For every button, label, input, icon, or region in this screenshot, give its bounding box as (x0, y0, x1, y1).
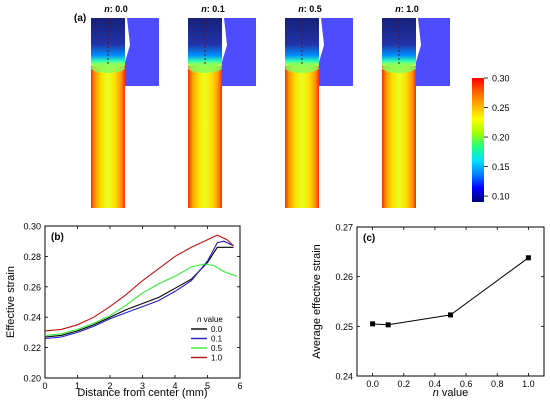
panel-label: (c) (363, 233, 375, 244)
extruded-bar (188, 66, 222, 208)
colorbar-scale (472, 78, 484, 202)
x-tick-label: 4 (172, 381, 177, 391)
n-symbol: n (104, 4, 110, 14)
y-tick-label: 0.27 (335, 223, 353, 233)
colorbar-tick-label: 0.15 (492, 162, 510, 172)
n-value: : 0.5 (304, 4, 322, 14)
panel-c-chart: 0.0 0.2 0.4 0.6 0.8 1.0 0.24 0.25 0.26 0.27 (c) n v… (311, 223, 545, 399)
x-axis-label-n: n (433, 387, 439, 399)
data-point-marker (385, 322, 391, 328)
simulation-2: n: 0.5 (285, 4, 353, 208)
series-line-n-0-0 (44, 246, 234, 338)
y-tick-label: 0.26 (23, 282, 41, 292)
n-value: : 0.1 (207, 4, 225, 14)
extruded-bar (285, 66, 319, 208)
series-line-n-0-1 (44, 240, 234, 340)
simulation-3: n: 1.0 (382, 4, 450, 208)
colorbar-tick-label: 0.20 (492, 133, 510, 143)
y-axis-label: Effective strain (5, 266, 17, 338)
extruded-bar (382, 66, 416, 208)
panel-b-chart: 0 1 2 3 4 5 6 0.20 0.22 0.24 0.26 0.28 0.30 (b) Distan… (5, 222, 243, 400)
y-axis-label: Average effective strain (311, 244, 323, 359)
x-tick-label: 0.4 (429, 379, 442, 389)
panel-a-label: (a) (74, 13, 86, 24)
x-tick-label: 0.0 (366, 379, 379, 389)
x-tick-label: 5 (205, 381, 210, 391)
simulation-n-label: n: 1.0 (395, 4, 419, 14)
plot-frame (356, 226, 545, 377)
series-line-n-1-0 (44, 234, 234, 332)
x-tick-label: 1 (75, 381, 80, 391)
legend-title: n value (197, 315, 223, 324)
side-die (222, 18, 256, 86)
panel-a-simulations: (a) n: 0.0 n: 0.1 n: 0.5 n: 1.0 0.300.250.2… (74, 4, 510, 208)
x-tick-label: 6 (237, 381, 242, 391)
deformation-zone (91, 63, 125, 73)
side-die (416, 18, 450, 86)
n-symbol: n (201, 4, 207, 14)
x-tick-label: 1.0 (522, 379, 535, 389)
deformation-zone (188, 63, 222, 73)
legend-entry: 0.1 (211, 335, 223, 344)
y-tick-label: 0.28 (23, 252, 41, 262)
y-tick-label: 0.24 (335, 372, 353, 382)
colorbar: 0.30 0.25 0.20 0.15 0.10 (472, 74, 510, 202)
legend-entry: 0.0 (211, 325, 223, 334)
x-axis-label: n value (433, 387, 468, 399)
x-tick-label: 3 (140, 381, 145, 391)
n-symbol: n (298, 4, 304, 14)
y-tick-label: 0.20 (23, 374, 41, 384)
series-line-n-0-5 (44, 263, 237, 336)
x-tick-label: 0 (42, 381, 47, 391)
side-die (319, 18, 353, 86)
x-tick-label: 0.6 (460, 379, 473, 389)
data-point-marker (370, 321, 376, 327)
colorbar-tick-label: 0.25 (492, 103, 510, 113)
simulation-0: n: 0.0 (91, 4, 159, 208)
x-tick-label: 2 (107, 381, 112, 391)
n-symbol: n (395, 4, 401, 14)
deformation-zone (285, 63, 319, 73)
y-tick-label: 0.22 (23, 343, 41, 353)
colorbar-tick-label: 0.10 (492, 192, 510, 202)
extruded-bar (91, 66, 125, 208)
side-die (125, 18, 159, 86)
simulation-n-label: n: 0.1 (201, 4, 225, 14)
deformation-zone (382, 63, 416, 73)
data-point-marker (448, 312, 453, 318)
y-tick-label: 0.25 (335, 322, 353, 332)
legend-entry: 1.0 (211, 354, 223, 363)
x-axis-label: Distance from center (mm) (77, 387, 207, 399)
legend-entry: 0.5 (211, 344, 223, 353)
x-axis-label-text: value (439, 387, 468, 399)
y-tick-label: 0.26 (335, 272, 353, 282)
simulation-1: n: 0.1 (188, 4, 256, 208)
x-tick-label: 0.2 (397, 379, 410, 389)
legend-title-text: value (201, 315, 223, 324)
x-tick-label: 0.8 (491, 379, 504, 389)
n-value: : 0.0 (110, 4, 128, 14)
y-tick-label: 0.30 (23, 222, 41, 232)
simulation-n-label: n: 0.5 (298, 4, 322, 14)
series-line (372, 257, 529, 326)
panel-label: (b) (51, 232, 64, 243)
n-value: : 1.0 (401, 4, 419, 14)
simulation-n-label: n: 0.0 (104, 4, 128, 14)
colorbar-tick-label: 0.30 (492, 74, 510, 84)
data-point-marker (525, 255, 531, 261)
legend-title-n: n (197, 315, 202, 324)
y-tick-label: 0.24 (23, 313, 41, 323)
